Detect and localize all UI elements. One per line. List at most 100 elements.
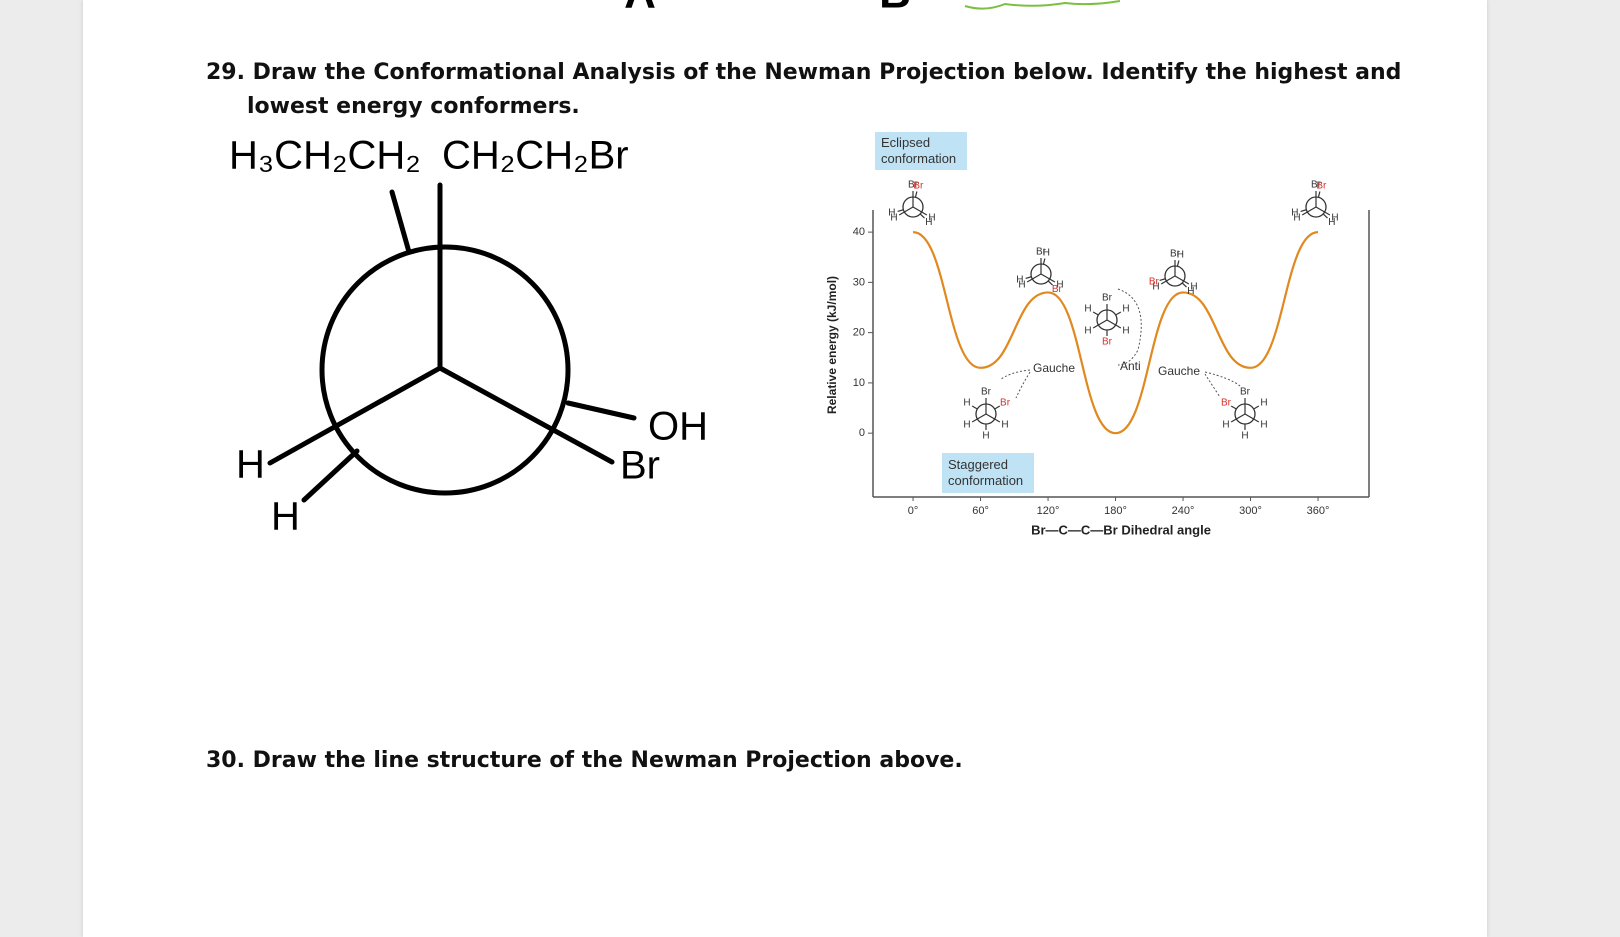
bond [1040, 273, 1056, 283]
bond [1317, 191, 1321, 198]
x-tick-label: 60° [972, 505, 989, 517]
x-tick-label: 360° [1307, 505, 1330, 517]
annotation-box [875, 132, 967, 170]
substituent: Br [1102, 337, 1113, 348]
newman-circle [319, 244, 571, 496]
substituent: H [963, 420, 970, 431]
bond [1042, 258, 1046, 265]
substituent: H [888, 208, 895, 219]
x-tick-label: 0° [908, 505, 919, 517]
bond [912, 206, 928, 216]
bond [1301, 206, 1317, 216]
x-tick-label: 240° [1172, 505, 1195, 517]
y-tick-label: 0 [859, 427, 865, 439]
bond [971, 413, 987, 423]
substituent: Br [1311, 180, 1322, 191]
substituent: H [1291, 208, 1298, 219]
substituent: Br [1036, 247, 1047, 258]
y-axis-label: Relative energy (kJ/mol) [825, 276, 839, 414]
handwriting [964, 0, 1121, 10]
substituent: Br [981, 387, 992, 398]
substituent: Br [1170, 249, 1181, 260]
substituent: Br [1316, 180, 1327, 191]
question: 29. Draw the Conformational Analysis of … [206, 60, 1402, 119]
bond [301, 448, 360, 503]
bond [1047, 280, 1053, 286]
bond [1160, 275, 1176, 285]
substituent: H [271, 495, 300, 539]
y-tick-label: 30 [853, 276, 865, 288]
bond [1176, 260, 1180, 267]
bond [565, 400, 637, 421]
fragment: B [879, 0, 911, 18]
bond [1174, 275, 1190, 285]
substituent: H [1043, 247, 1050, 258]
substituent: H [1016, 275, 1023, 286]
bond [1092, 319, 1108, 329]
bond [1115, 311, 1122, 316]
energy-curve [912, 231, 1319, 435]
x-tick-label: 180° [1104, 505, 1127, 517]
annotation: Staggered conformation [948, 457, 1023, 488]
annotation: Anti [1120, 359, 1141, 373]
substituent: H [1122, 326, 1129, 337]
bond [1322, 213, 1328, 219]
annotation-box [942, 453, 1034, 493]
y-tick-label: 40 [853, 226, 865, 238]
substituent: H [1241, 431, 1248, 442]
substituent: H [236, 443, 265, 487]
y-tick-label: 10 [853, 377, 865, 389]
annotation: Gauche [1158, 364, 1200, 378]
bond [1230, 405, 1237, 410]
substituent: CH₂CH₂Br [442, 134, 629, 178]
substituent: OH [648, 405, 708, 449]
annotation: Eclipsed conformation [881, 135, 956, 166]
bond [267, 365, 443, 466]
bond [437, 365, 615, 465]
substituent: H [1152, 282, 1159, 293]
y-tick-label: 20 [853, 327, 865, 339]
bond [985, 413, 1001, 423]
bond [898, 206, 914, 216]
substituent: Br [908, 180, 919, 191]
bond [1181, 282, 1187, 288]
annotation: Gauche [1033, 361, 1075, 375]
substituent: H [925, 217, 932, 228]
newman-projection [267, 182, 637, 503]
bond [1244, 413, 1260, 423]
substituent: Br [1149, 277, 1160, 288]
substituent: Br [1052, 284, 1063, 295]
bond [1106, 319, 1122, 329]
bond [1315, 206, 1331, 216]
substituent: H [982, 431, 989, 442]
substituent: Br [913, 180, 924, 191]
substituent: Br [1240, 387, 1251, 398]
bond [1026, 273, 1042, 283]
bond [1025, 276, 1032, 279]
substituent: H [963, 398, 970, 409]
x-tick-label: 120° [1037, 505, 1060, 517]
substituent: H [1190, 282, 1197, 293]
substituent: H [928, 213, 935, 224]
substituent: H [1260, 398, 1267, 409]
substituent: H [1084, 326, 1091, 337]
bond [1253, 405, 1260, 410]
bond [914, 191, 918, 198]
substituent: H [1084, 304, 1091, 315]
paper [83, 0, 1487, 937]
substituent: H [1122, 304, 1129, 315]
bond [971, 405, 978, 410]
arrows [999, 288, 1241, 399]
bond [1300, 209, 1307, 212]
bond [919, 213, 925, 219]
fragment: A [624, 0, 656, 18]
substituent: H₃CH₂CH₂ [229, 134, 421, 178]
substituent: Br [1221, 398, 1232, 409]
x-axis-label: Br—C—C—Br Dihedral angle [1031, 522, 1211, 537]
